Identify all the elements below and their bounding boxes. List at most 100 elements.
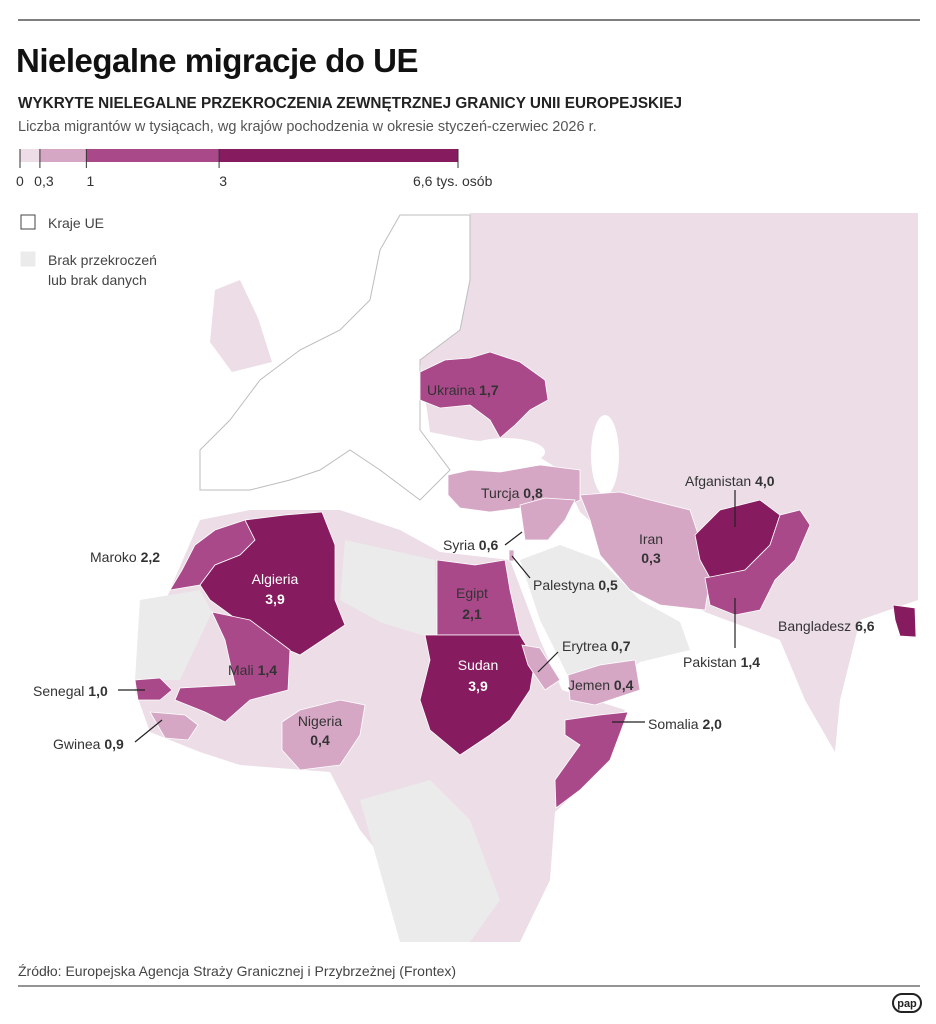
label-part: Senegal [33, 683, 84, 699]
description: Liczba migrantów w tysiącach, wg krajów … [18, 119, 597, 135]
eu-area [199, 214, 471, 501]
label-part: 4,0 [755, 473, 775, 489]
label-part: 2,0 [702, 716, 722, 732]
no-data-area [135, 590, 212, 680]
country [521, 644, 561, 691]
country-label: Ukraina 1,7 [427, 382, 499, 398]
country-label: Pakistan 1,4 [683, 654, 760, 670]
country-label: Nigeria 0,4 [298, 713, 343, 748]
label-part: 0,5 [598, 577, 618, 593]
country-label: Jemen 0,4 [568, 677, 634, 693]
legend-tick-label: 6,6 tys. osób [413, 173, 493, 189]
legend-box [20, 251, 36, 267]
label-part: Sudan [458, 657, 498, 673]
label-part: 0,7 [611, 638, 631, 654]
country [704, 509, 811, 616]
label-part: 3,9 [265, 591, 285, 607]
label-part: 3,9 [468, 678, 488, 694]
label-part: 1,4 [258, 662, 278, 678]
leader-line [134, 719, 163, 743]
label-part: Pakistan [683, 654, 737, 670]
country [567, 659, 641, 706]
country-label: Syria 0,6 [443, 537, 498, 553]
label-part: 2,1 [462, 606, 482, 622]
country [174, 611, 291, 723]
legend-swatch [39, 149, 87, 162]
legend-swatch [219, 149, 458, 162]
no-data-area [360, 780, 500, 942]
label-part: Ukraina [427, 382, 475, 398]
country-label: Algieria 3,9 [252, 571, 299, 607]
label-part: Turcja [481, 485, 520, 501]
label-part: 6,6 [855, 618, 875, 634]
label-part: 1,7 [479, 382, 499, 398]
subtitle: WYKRYTE NIELEGALNE PRZEKROCZENIA ZEWNĘTR… [18, 95, 682, 112]
label-part: 1,0 [88, 683, 108, 699]
label-part: 0,4 [310, 732, 330, 748]
leader-line [504, 531, 523, 546]
country-label: Sudan 3,9 [458, 657, 498, 694]
country-label: Egipt 2,1 [456, 585, 488, 622]
country-label: Somalia 2,0 [648, 716, 722, 732]
country-label: Iran 0,3 [639, 531, 663, 566]
country-label: Afganistan 4,0 [685, 473, 775, 489]
title: Nielegalne migracje do UE [16, 42, 418, 79]
label-part: 0,6 [479, 537, 499, 553]
no-data-area [520, 545, 690, 690]
label-part: Syria [443, 537, 475, 553]
label-part: Nigeria [298, 713, 343, 729]
label-part: Gwinea [53, 736, 101, 752]
label-part: 0,8 [523, 485, 543, 501]
label-part: Jemen [568, 677, 610, 693]
label-part: 0,9 [104, 736, 124, 752]
country-label: Erytrea 0,7 [562, 638, 631, 654]
no-data-area [340, 540, 437, 640]
label-part: 0,4 [614, 677, 634, 693]
caspian-sea [591, 415, 619, 495]
leader-line [511, 555, 531, 579]
country [281, 699, 366, 771]
country [519, 497, 576, 541]
logo-badge [892, 993, 922, 1013]
label-part: Maroko [90, 549, 137, 565]
label-part: Palestyna [533, 577, 595, 593]
legend-tick-label: 0 [16, 173, 24, 189]
country [508, 549, 515, 562]
legend-box [20, 214, 36, 230]
country [554, 711, 629, 809]
label-part: Mali [228, 662, 254, 678]
legend-tick-label: 0,3 [34, 173, 54, 189]
land [420, 213, 918, 752]
leader-line [537, 651, 559, 673]
country [419, 351, 549, 439]
legend-item-label: Brak przekroczeń [48, 252, 157, 268]
legend-tick-label: 1 [86, 173, 94, 189]
label-part: Erytrea [562, 638, 607, 654]
legend: 0 0,3 1 3 6,6 tys. osób Kraje UE Brak przekroc… [16, 149, 493, 288]
label-part: 1,4 [741, 654, 761, 670]
label-part: 0,3 [641, 550, 661, 566]
source: Źródło: Europejska Agencja Straży Granic… [18, 963, 456, 979]
black-sea [465, 438, 545, 466]
country-label: Palestyna 0,5 [533, 577, 618, 593]
label-part: Algieria [252, 571, 299, 587]
country-label: Maroko 2,2 [90, 549, 160, 565]
label-part: 2,2 [141, 549, 161, 565]
country [579, 491, 711, 611]
legend-item-label: Kraje UE [48, 215, 104, 231]
land [210, 280, 272, 372]
legend-swatch [86, 149, 220, 162]
label-part: Somalia [648, 716, 699, 732]
legend-swatch [20, 149, 40, 162]
country-label: Turcja 0,8 [481, 485, 543, 501]
country-label: Senegal 1,0 [33, 683, 108, 699]
country [134, 677, 173, 701]
map: Ukraina 1,7 Turcja 0,8 Maroko 2,2 Algier… [33, 213, 918, 942]
country-label: Mali 1,4 [228, 662, 277, 678]
label-part: Iran [639, 531, 663, 547]
country [892, 604, 917, 638]
country-label: Bangladesz 6,6 [778, 618, 875, 634]
label-part: Egipt [456, 585, 488, 601]
country-label: Gwinea 0,9 [53, 736, 124, 752]
